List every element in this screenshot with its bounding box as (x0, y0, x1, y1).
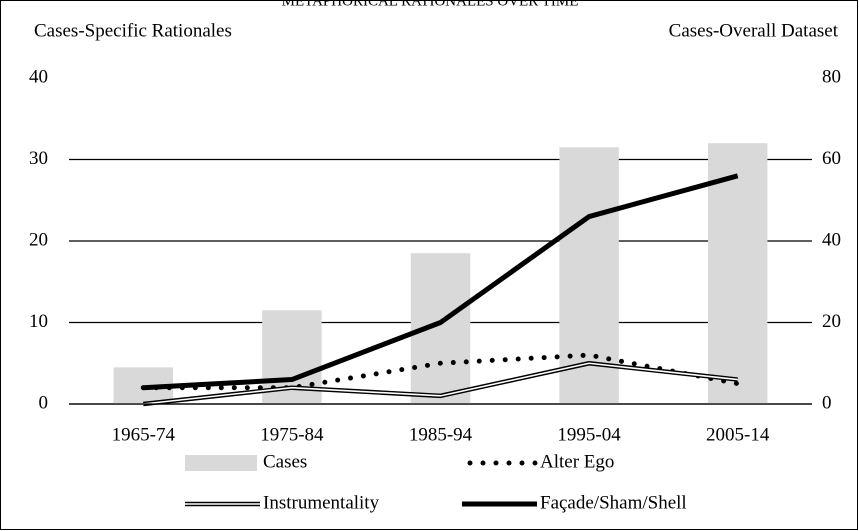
y2-tick-label: 80 (822, 66, 841, 87)
y-tick-label: 20 (29, 229, 48, 250)
series-line (140, 352, 741, 391)
y2-tick-label: 60 (822, 148, 841, 169)
bar (707, 143, 768, 404)
y-tick-label: 0 (39, 392, 49, 413)
x-tick-label: 2005-14 (706, 424, 770, 445)
y-tick-label: 10 (29, 311, 48, 332)
y2-tick-label: 20 (822, 311, 841, 332)
y2-axis-label: Cases-Overall Dataset (669, 20, 839, 41)
x-tick-label: 1975-84 (260, 424, 324, 445)
x-tick-label: 1985-94 (409, 424, 473, 445)
y2-tick-label: 0 (822, 392, 832, 413)
legend-label: Instrumentality (263, 492, 380, 513)
series-line (143, 173, 739, 391)
x-tick-label: 1995-04 (557, 424, 621, 445)
series-line (143, 362, 738, 405)
legend-swatch (185, 455, 257, 471)
y-tick-label: 40 (29, 66, 48, 87)
legend-label: Cases (263, 451, 307, 472)
x-tick-label: 1965-74 (112, 424, 176, 445)
legend-label: Alter Ego (540, 451, 614, 472)
legend-label: Façade/Sham/Shell (540, 492, 687, 513)
y-axis-label: Cases-Specific Rationales (34, 20, 232, 41)
y-tick-label: 30 (29, 148, 48, 169)
y2-tick-label: 40 (822, 229, 841, 250)
chart-title: METAPHORICAL RATIONALES OVER TIME (282, 0, 579, 9)
